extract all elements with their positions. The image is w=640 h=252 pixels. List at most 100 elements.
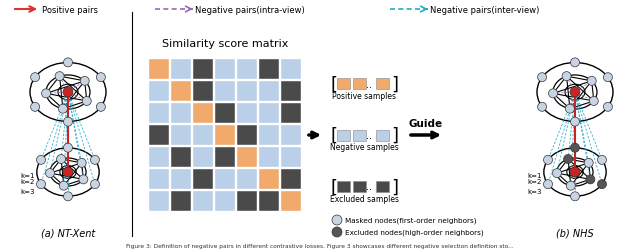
Circle shape <box>589 97 598 106</box>
Bar <box>215 191 235 211</box>
Circle shape <box>58 105 67 114</box>
Bar <box>353 130 366 141</box>
Circle shape <box>90 180 99 189</box>
Text: (b) NHS: (b) NHS <box>556 228 594 238</box>
Bar <box>149 82 169 102</box>
Circle shape <box>97 103 106 112</box>
Circle shape <box>63 167 73 177</box>
Bar <box>149 104 169 123</box>
Text: Negative pairs(intra-view): Negative pairs(intra-view) <box>195 6 305 14</box>
Bar <box>171 125 191 145</box>
Bar <box>149 191 169 211</box>
Bar <box>353 79 366 90</box>
Circle shape <box>31 103 40 112</box>
Bar <box>171 82 191 102</box>
Circle shape <box>604 73 612 82</box>
Circle shape <box>552 169 561 178</box>
Bar <box>149 147 169 167</box>
Bar <box>337 79 350 90</box>
Bar <box>193 147 213 167</box>
Text: [: [ <box>330 178 337 196</box>
Bar <box>259 104 279 123</box>
Text: ]: ] <box>391 178 398 196</box>
Text: Similarity score matrix: Similarity score matrix <box>162 39 288 49</box>
Bar <box>259 191 279 211</box>
Text: k=3: k=3 <box>527 188 542 194</box>
Bar <box>259 147 279 167</box>
Bar <box>237 104 257 123</box>
Bar <box>281 60 301 80</box>
Circle shape <box>332 227 342 237</box>
Circle shape <box>63 144 72 153</box>
Circle shape <box>36 180 45 189</box>
Circle shape <box>604 103 612 112</box>
Bar <box>237 147 257 167</box>
Bar <box>215 125 235 145</box>
Bar <box>281 169 301 189</box>
Text: ...: ... <box>364 79 372 89</box>
Bar <box>337 181 350 192</box>
Text: Masked nodes(first-order neighbors): Masked nodes(first-order neighbors) <box>345 217 477 223</box>
Circle shape <box>570 88 580 98</box>
Bar <box>376 130 389 141</box>
Circle shape <box>79 175 88 184</box>
Bar <box>193 82 213 102</box>
Bar <box>337 130 350 141</box>
Bar <box>149 125 169 145</box>
Circle shape <box>598 180 607 189</box>
Bar <box>215 60 235 80</box>
Circle shape <box>42 89 51 99</box>
Text: ...: ... <box>364 131 372 140</box>
Circle shape <box>332 215 342 225</box>
Text: Excluded samples: Excluded samples <box>330 194 399 203</box>
Circle shape <box>80 77 89 86</box>
Circle shape <box>63 59 72 68</box>
Bar <box>353 181 366 192</box>
Circle shape <box>543 180 552 189</box>
Text: Negative pairs(inter-view): Negative pairs(inter-view) <box>430 6 540 14</box>
Circle shape <box>97 73 106 82</box>
Bar <box>171 147 191 167</box>
Text: k=2: k=2 <box>527 178 542 184</box>
Circle shape <box>77 159 86 168</box>
Circle shape <box>55 72 64 81</box>
Circle shape <box>584 159 593 168</box>
Bar <box>237 82 257 102</box>
Text: k=1: k=1 <box>20 173 35 179</box>
Bar <box>281 125 301 145</box>
Circle shape <box>548 89 557 99</box>
Text: Figure 3: Definition of negative pairs in different contrastive losses. Figure 3: Figure 3: Definition of negative pairs i… <box>126 243 514 248</box>
Text: Positive samples: Positive samples <box>332 92 396 101</box>
Text: (a) NT-Xent: (a) NT-Xent <box>41 228 95 238</box>
Circle shape <box>60 181 68 191</box>
Text: ]: ] <box>391 75 398 93</box>
Bar <box>259 82 279 102</box>
Bar <box>171 60 191 80</box>
Bar <box>193 191 213 211</box>
Circle shape <box>570 118 579 127</box>
Circle shape <box>56 155 65 164</box>
Bar <box>237 191 257 211</box>
Circle shape <box>538 103 547 112</box>
Text: k=2: k=2 <box>20 178 35 184</box>
Circle shape <box>588 77 596 86</box>
Bar <box>376 181 389 192</box>
Bar <box>215 147 235 167</box>
Circle shape <box>570 59 579 68</box>
Bar <box>171 191 191 211</box>
Bar <box>281 147 301 167</box>
Text: Excluded nodes(high-order neighbors): Excluded nodes(high-order neighbors) <box>345 229 484 235</box>
Bar <box>149 169 169 189</box>
Bar <box>171 104 191 123</box>
Circle shape <box>63 88 73 98</box>
Text: [: [ <box>330 127 337 144</box>
Text: k=1: k=1 <box>527 173 542 179</box>
Circle shape <box>564 155 573 164</box>
Circle shape <box>565 105 574 114</box>
Bar <box>259 60 279 80</box>
Bar <box>281 104 301 123</box>
Bar <box>193 169 213 189</box>
Circle shape <box>570 167 580 177</box>
Bar <box>376 79 389 90</box>
Circle shape <box>63 192 72 201</box>
